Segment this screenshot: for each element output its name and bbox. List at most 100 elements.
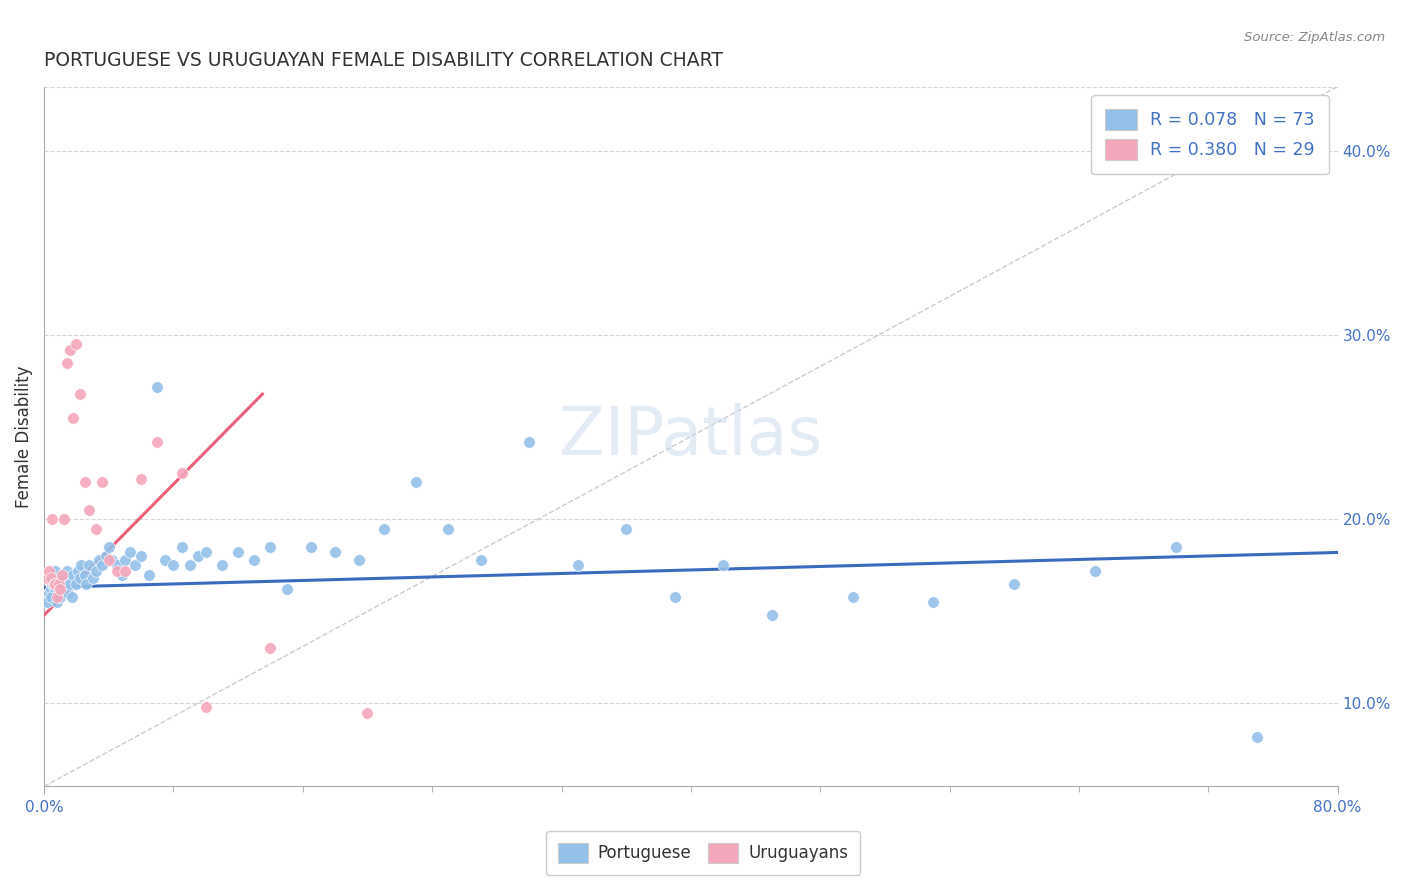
Point xyxy=(101,553,124,567)
Point xyxy=(1002,576,1025,591)
Point xyxy=(356,706,378,720)
Point xyxy=(67,564,90,578)
Point xyxy=(146,380,169,394)
Point xyxy=(84,522,107,536)
Text: Source: ZipAtlas.com: Source: ZipAtlas.com xyxy=(1244,31,1385,45)
Point xyxy=(44,576,66,591)
Point xyxy=(49,576,72,591)
Point xyxy=(105,558,128,573)
Point xyxy=(841,590,863,604)
Point xyxy=(41,576,63,591)
Point xyxy=(129,472,152,486)
Point xyxy=(42,571,65,585)
Point xyxy=(53,571,76,585)
Point xyxy=(517,434,540,449)
Point xyxy=(97,553,120,567)
Point xyxy=(187,549,209,563)
Point xyxy=(51,567,73,582)
Point xyxy=(82,571,104,585)
Legend: R = 0.078   N = 73, R = 0.380   N = 29: R = 0.078 N = 73, R = 0.380 N = 29 xyxy=(1091,95,1329,174)
Point xyxy=(114,553,136,567)
Point xyxy=(138,567,160,582)
Point xyxy=(1164,540,1187,554)
Point xyxy=(299,540,322,554)
Point xyxy=(146,434,169,449)
Point xyxy=(91,558,114,573)
Point xyxy=(711,558,734,573)
Point xyxy=(75,576,97,591)
Point xyxy=(194,700,217,714)
Point xyxy=(567,558,589,573)
Point xyxy=(155,553,177,567)
Point xyxy=(111,567,134,582)
Point xyxy=(41,512,63,526)
Point xyxy=(79,558,101,573)
Point xyxy=(44,564,66,578)
Point xyxy=(922,595,945,609)
Point xyxy=(69,387,91,401)
Point xyxy=(1246,730,1268,744)
Point xyxy=(437,522,460,536)
Legend: Portuguese, Uruguayans: Portuguese, Uruguayans xyxy=(546,831,860,875)
Point xyxy=(58,586,80,600)
Point xyxy=(38,586,60,600)
Point xyxy=(69,571,91,585)
Point xyxy=(194,545,217,559)
Point xyxy=(39,590,62,604)
Point xyxy=(52,581,75,595)
Point xyxy=(46,590,69,604)
Point xyxy=(97,540,120,554)
Point xyxy=(73,475,96,490)
Point xyxy=(62,411,84,425)
Point xyxy=(91,475,114,490)
Text: PORTUGUESE VS URUGUAYAN FEMALE DISABILITY CORRELATION CHART: PORTUGUESE VS URUGUAYAN FEMALE DISABILIT… xyxy=(44,51,723,70)
Point xyxy=(124,558,146,573)
Point xyxy=(60,590,83,604)
Y-axis label: Female Disability: Female Disability xyxy=(15,365,32,508)
Point xyxy=(38,564,60,578)
Point xyxy=(170,467,193,481)
Point xyxy=(46,595,69,609)
Point xyxy=(49,582,72,597)
Point xyxy=(87,553,110,567)
Point xyxy=(118,545,141,559)
Point xyxy=(470,553,492,567)
Point xyxy=(259,540,281,554)
Point xyxy=(59,343,82,357)
Point xyxy=(65,576,87,591)
Point xyxy=(114,564,136,578)
Point xyxy=(39,582,62,597)
Point xyxy=(259,641,281,656)
Point xyxy=(94,549,117,563)
Point xyxy=(405,475,427,490)
Point xyxy=(42,581,65,595)
Point xyxy=(105,564,128,578)
Point xyxy=(65,337,87,351)
Point xyxy=(55,356,77,370)
Point xyxy=(349,553,371,567)
Point xyxy=(179,558,201,573)
Point xyxy=(49,590,72,604)
Point xyxy=(170,540,193,554)
Point xyxy=(39,571,62,585)
Point xyxy=(129,549,152,563)
Point xyxy=(162,558,184,573)
Point xyxy=(42,576,65,591)
Point xyxy=(226,545,249,559)
Point xyxy=(84,564,107,578)
Point xyxy=(73,567,96,582)
Point xyxy=(211,558,233,573)
Point xyxy=(51,567,73,582)
Point xyxy=(761,608,783,623)
Text: ZIPatlas: ZIPatlas xyxy=(560,403,823,469)
Point xyxy=(41,567,63,582)
Point xyxy=(664,590,686,604)
Point xyxy=(614,522,637,536)
Point xyxy=(37,595,59,609)
Point xyxy=(37,571,59,585)
Point xyxy=(52,512,75,526)
Point xyxy=(323,545,346,559)
Point xyxy=(276,582,298,597)
Point xyxy=(62,567,84,582)
Point xyxy=(48,586,70,600)
